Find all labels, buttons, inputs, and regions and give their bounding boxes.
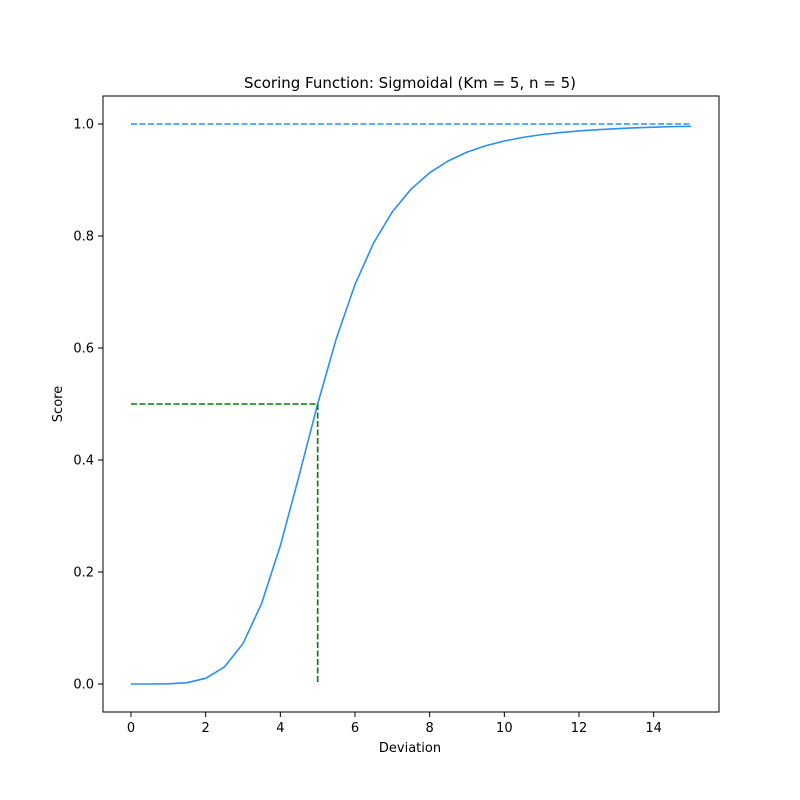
y-tick-label: 0.0 <box>73 678 94 693</box>
x-tick-label: 6 <box>351 721 359 736</box>
x-axis-ticks: 0 2 4 6 8 10 12 14 <box>127 712 662 736</box>
plot-frame <box>102 95 720 713</box>
x-tick-label: 12 <box>571 721 588 736</box>
y-tick-label: 1.0 <box>73 118 94 133</box>
x-tick-label: 14 <box>645 721 662 736</box>
x-tick-label: 4 <box>276 721 284 736</box>
plot-area <box>130 123 692 685</box>
x-tick-label: 0 <box>127 721 135 736</box>
x-tick-label: 2 <box>202 721 210 736</box>
y-tick-label: 0.8 <box>73 230 94 245</box>
y-axis-label: Score <box>51 386 66 422</box>
x-tick-label: 10 <box>496 721 513 736</box>
x-axis-label: Deviation <box>379 741 441 756</box>
y-tick-label: 0.2 <box>73 566 94 581</box>
sigmoid-curve-line-0 <box>130 125 692 685</box>
y-axis-ticks: 0.0 0.2 0.4 0.6 0.8 1.0 <box>73 118 103 693</box>
x-tick-label: 8 <box>426 721 434 736</box>
chart-title: Scoring Function: Sigmoidal (Km = 5, n =… <box>244 74 576 92</box>
y-tick-label: 0.4 <box>73 454 94 469</box>
y-tick-label: 0.6 <box>73 342 94 357</box>
